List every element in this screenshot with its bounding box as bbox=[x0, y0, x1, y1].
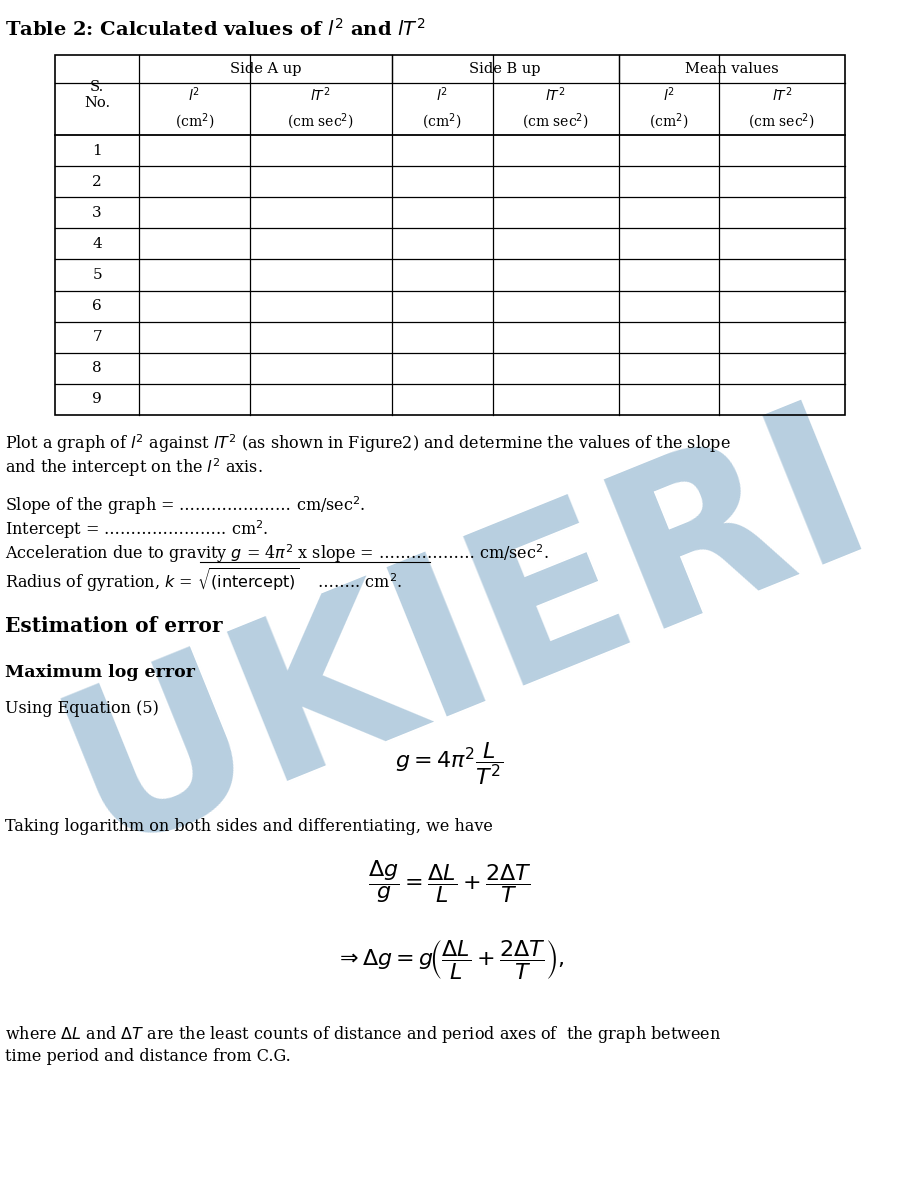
Text: Taking logarithm on both sides and differentiating, we have: Taking logarithm on both sides and diffe… bbox=[5, 818, 493, 836]
Text: Slope of the graph = ………………… cm/sec$^2$.: Slope of the graph = ………………… cm/sec$^2$. bbox=[5, 494, 366, 517]
Text: $\mathit{l}T^2$
(cm sec$^2$): $\mathit{l}T^2$ (cm sec$^2$) bbox=[287, 86, 354, 132]
Text: $\Rightarrow \Delta g = g\!\left(\dfrac{\Delta L}{L} + \dfrac{2\Delta T}{T}\righ: $\Rightarrow \Delta g = g\!\left(\dfrac{… bbox=[334, 938, 565, 982]
Text: 7: 7 bbox=[93, 330, 102, 345]
Text: $\mathit{l}T^2$
(cm sec$^2$): $\mathit{l}T^2$ (cm sec$^2$) bbox=[522, 86, 589, 132]
Text: $\mathit{l}^2$
(cm$^2$): $\mathit{l}^2$ (cm$^2$) bbox=[423, 86, 462, 132]
Text: UKIERI: UKIERI bbox=[38, 378, 897, 891]
Text: 3: 3 bbox=[93, 206, 102, 220]
Text: $\mathit{l}^2$
(cm$^2$): $\mathit{l}^2$ (cm$^2$) bbox=[649, 86, 689, 132]
Text: Plot a graph of $\mathit{l}^2$ against $\mathit{l}T^2$ (as shown in Figure2) and: Plot a graph of $\mathit{l}^2$ against $… bbox=[5, 432, 731, 455]
Bar bbox=[55, 55, 845, 415]
Text: $g = 4\pi^2 \dfrac{L}{T^2}$: $g = 4\pi^2 \dfrac{L}{T^2}$ bbox=[396, 740, 503, 786]
Text: where $\Delta L$ and $\Delta T$ are the least counts of distance and period axes: where $\Delta L$ and $\Delta T$ are the … bbox=[5, 1023, 721, 1045]
Text: 8: 8 bbox=[93, 361, 102, 376]
Text: 1: 1 bbox=[93, 144, 102, 158]
Text: Using Equation (5): Using Equation (5) bbox=[5, 700, 159, 717]
Text: Side A up: Side A up bbox=[229, 62, 301, 75]
Text: $\mathit{l}T^2$
(cm sec$^2$): $\mathit{l}T^2$ (cm sec$^2$) bbox=[749, 86, 815, 132]
Text: 5: 5 bbox=[93, 268, 102, 282]
Text: Estimation of error: Estimation of error bbox=[5, 616, 222, 636]
Text: Side B up: Side B up bbox=[469, 62, 541, 75]
Text: Maximum log error: Maximum log error bbox=[5, 664, 195, 681]
Text: $\mathit{l}^2$
(cm$^2$): $\mathit{l}^2$ (cm$^2$) bbox=[174, 86, 214, 132]
Text: and the intercept on the $\mathit{l}^2$ axis.: and the intercept on the $\mathit{l}^2$ … bbox=[5, 456, 263, 479]
Text: Table 2: Calculated values of $\mathit{l}^2$ and $\mathit{l}T^2$: Table 2: Calculated values of $\mathit{l… bbox=[5, 18, 425, 40]
Text: $\dfrac{\Delta g}{g} = \dfrac{\Delta L}{L} + \dfrac{2\Delta T}{T}$: $\dfrac{\Delta g}{g} = \dfrac{\Delta L}{… bbox=[368, 858, 531, 905]
Text: Mean values: Mean values bbox=[685, 62, 779, 75]
Text: Radius of gyration, $\mathit{k}$ = $\sqrt{\mathrm{(intercept)}}$    …….. cm$^2$.: Radius of gyration, $\mathit{k}$ = $\sqr… bbox=[5, 566, 403, 594]
Text: S.
No.: S. No. bbox=[84, 80, 111, 110]
Text: time period and distance from C.G.: time period and distance from C.G. bbox=[5, 1049, 290, 1065]
Text: 2: 2 bbox=[93, 175, 102, 189]
Text: 9: 9 bbox=[93, 393, 102, 407]
Text: Acceleration due to gravity $\mathit{g}$ = 4$\pi^2$ x slope = ……………… cm/sec$^2$.: Acceleration due to gravity $\mathit{g}$… bbox=[5, 542, 548, 565]
Text: Intercept = ………………….. cm$^2$.: Intercept = ………………….. cm$^2$. bbox=[5, 518, 269, 541]
Text: 6: 6 bbox=[93, 299, 102, 314]
Text: 4: 4 bbox=[93, 237, 102, 251]
